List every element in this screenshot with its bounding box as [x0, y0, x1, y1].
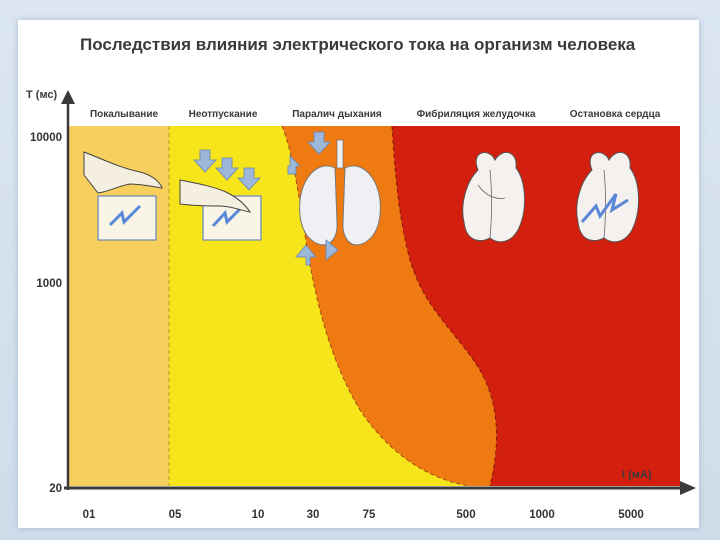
zone-label-respiratory-paralysis: Паралич дыхания: [292, 109, 382, 120]
y-axis-label: T (мс): [26, 89, 58, 101]
x-tick-label: 75: [363, 509, 376, 521]
x-tick-label: 500: [456, 509, 475, 521]
chart-title: Последствия влияния электрического тока …: [80, 35, 636, 54]
zone-label-fibrillation: Фибриляция желудочка: [417, 108, 536, 120]
heart-icon: [462, 152, 526, 243]
x-tick-label: 05: [169, 509, 182, 521]
x-tick-label: 1000: [529, 509, 555, 521]
zone-label-tingling: Покалывание: [90, 109, 159, 120]
y-tick-label: 1000: [36, 278, 62, 290]
y-tick-label: 10000: [30, 132, 62, 144]
x-tick-label: 01: [83, 509, 96, 521]
y-tick-labels: 10000 1000 20: [30, 132, 62, 495]
x-axis-label: I (мА): [622, 469, 652, 481]
x-tick-label: 10: [252, 509, 265, 521]
y-tick-label: 20: [49, 483, 62, 495]
zone-label-cardiac-arrest: Остановка сердца: [570, 109, 661, 120]
zone-label-no-release: Неотпускание: [189, 109, 258, 120]
zone-labels: Покалывание Неотпускание Паралич дыхания…: [90, 108, 661, 120]
x-axis-arrow: [680, 481, 696, 495]
y-axis-arrow: [61, 90, 75, 104]
axes: [61, 90, 696, 495]
x-tick-labels: 01 05 10 30 75 500 1000 5000: [83, 509, 644, 521]
boundary-line: [281, 125, 471, 487]
lungs-icon: [287, 131, 381, 266]
heart-zap-icon: [576, 152, 640, 243]
boundary-line: [391, 125, 498, 487]
hand-arrows-icon: [179, 149, 262, 241]
hand-icon: [83, 151, 163, 241]
x-tick-label: 5000: [618, 509, 644, 521]
x-tick-label: 30: [307, 509, 320, 521]
